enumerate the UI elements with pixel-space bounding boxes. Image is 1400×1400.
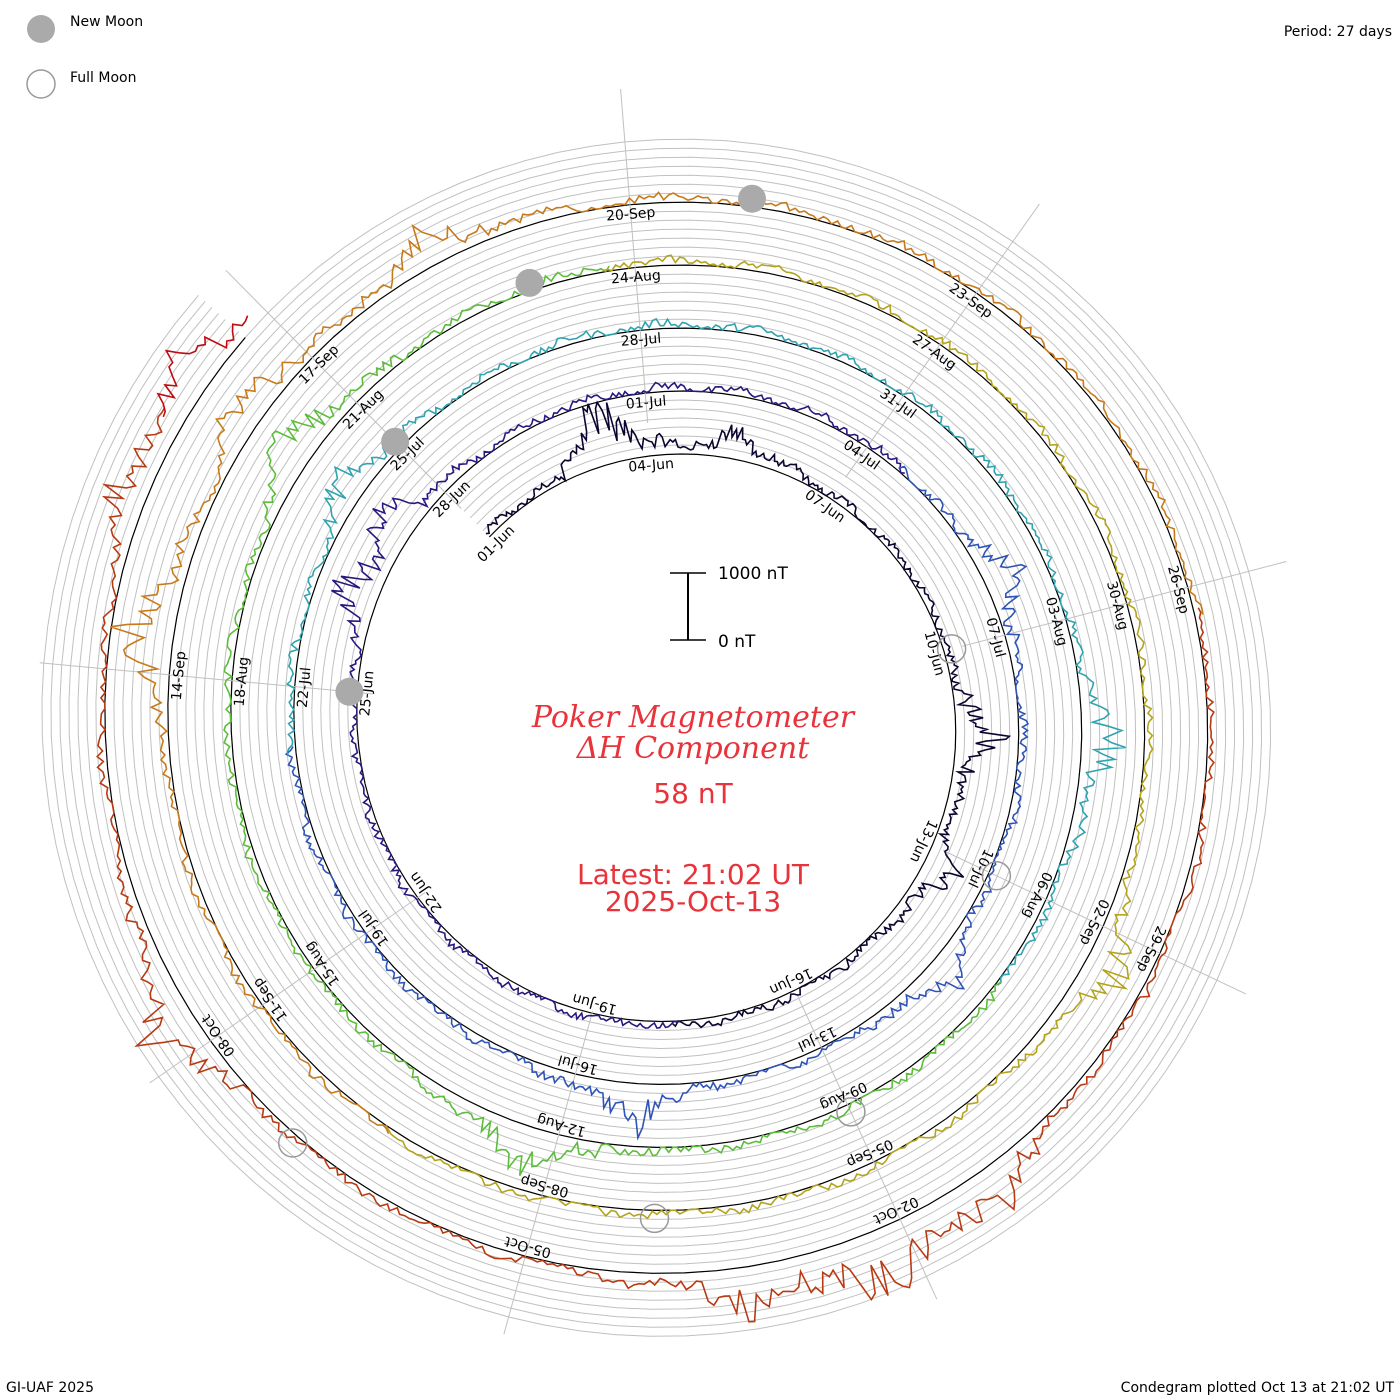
date-label: 14-Sep: [169, 650, 190, 701]
grid-spoke: [225, 269, 462, 509]
latest-date: 2025-Oct-13: [605, 885, 781, 918]
date-label: 01-Jul: [625, 393, 667, 412]
grid-spiral: [68, 165, 1245, 1310]
grid-spoke: [620, 89, 649, 424]
date-label: 16-Jun: [767, 964, 815, 998]
full-moon-marker: [936, 634, 967, 664]
full-moon-icon: [26, 69, 56, 99]
title-line1: Poker Magnetometer: [531, 700, 856, 735]
grid-layer: [39, 89, 1287, 1337]
magnetometer-series-4: [285, 317, 1126, 986]
scale-bar: 1000 nT 0 nT: [670, 564, 788, 652]
new-moon-icon: [27, 15, 55, 43]
grid-spoke: [962, 561, 1287, 647]
date-label: 01-Jun: [474, 522, 518, 565]
latest-time: Latest: 21:02 UT: [577, 858, 810, 891]
magnetometer-series-7: [109, 191, 1204, 1135]
full-moon-marker: [981, 860, 1012, 891]
new-moon-marker: [381, 427, 410, 456]
magnetometer-series-1: [485, 400, 1012, 1029]
title-line2: ΔH Component: [576, 731, 810, 766]
date-label: 20-Sep: [606, 205, 656, 225]
full-moon-marker: [836, 1097, 866, 1127]
grid-spiral: [50, 147, 1263, 1328]
latest-value: 58 nT: [653, 777, 733, 810]
legend-new-moon-label: New Moon: [70, 14, 144, 30]
magnetometer-series-6: [385, 254, 1154, 1220]
magnetometer-series-9: [156, 315, 249, 418]
new-moon-marker: [738, 184, 766, 213]
legend-full-moon-label: Full Moon: [70, 70, 137, 86]
magnetometer-series-5: [223, 265, 1003, 1176]
date-label: 04-Jun: [628, 456, 675, 476]
grid-spoke: [796, 994, 938, 1300]
scale-bottom-label: 0 nT: [718, 632, 756, 652]
full-moon-marker: [639, 1203, 670, 1234]
date-label: 16-Jul: [556, 1051, 599, 1077]
date-label: 28-Jul: [620, 331, 662, 350]
grid-spoke: [503, 1011, 594, 1335]
plotted-label: Condegram plotted Oct 13 at 21:02 UT: [1120, 1380, 1394, 1396]
date-label: 07-Jun: [802, 487, 848, 526]
date-label: 15-Aug: [302, 938, 344, 988]
date-label: 22-Jul: [295, 667, 315, 709]
grid-spiral: [77, 174, 1236, 1301]
date-label: 24-Aug: [610, 268, 661, 288]
moon-legend-symbols: [26, 15, 56, 99]
series-layer: [96, 191, 1215, 1323]
date-label: 25-Jun: [357, 670, 377, 717]
magnetometer-series-8: [96, 407, 1215, 1323]
date-label: 18-Aug: [232, 656, 253, 707]
full-moon-marker: [277, 1128, 308, 1158]
grid-spoke: [39, 662, 374, 695]
new-moon-marker: [515, 268, 544, 297]
scale-top-label: 1000 nT: [718, 564, 788, 584]
moon-layer: [277, 184, 1012, 1234]
credit-label: GI-UAF 2025: [6, 1380, 94, 1396]
grid-spoke: [149, 892, 426, 1084]
grid-spiral: [59, 156, 1254, 1319]
magnetometer-series-3: [284, 465, 1030, 1141]
magnetometer-series-2: [331, 381, 905, 1029]
date-label: 13-Jun: [906, 817, 940, 865]
grid-spoke: [942, 850, 1247, 995]
grid-spiral: [86, 183, 1227, 1292]
period-label: Period: 27 days: [1283, 24, 1392, 40]
baseline-spiral: [104, 201, 1209, 1274]
new-moon-marker: [335, 677, 364, 706]
